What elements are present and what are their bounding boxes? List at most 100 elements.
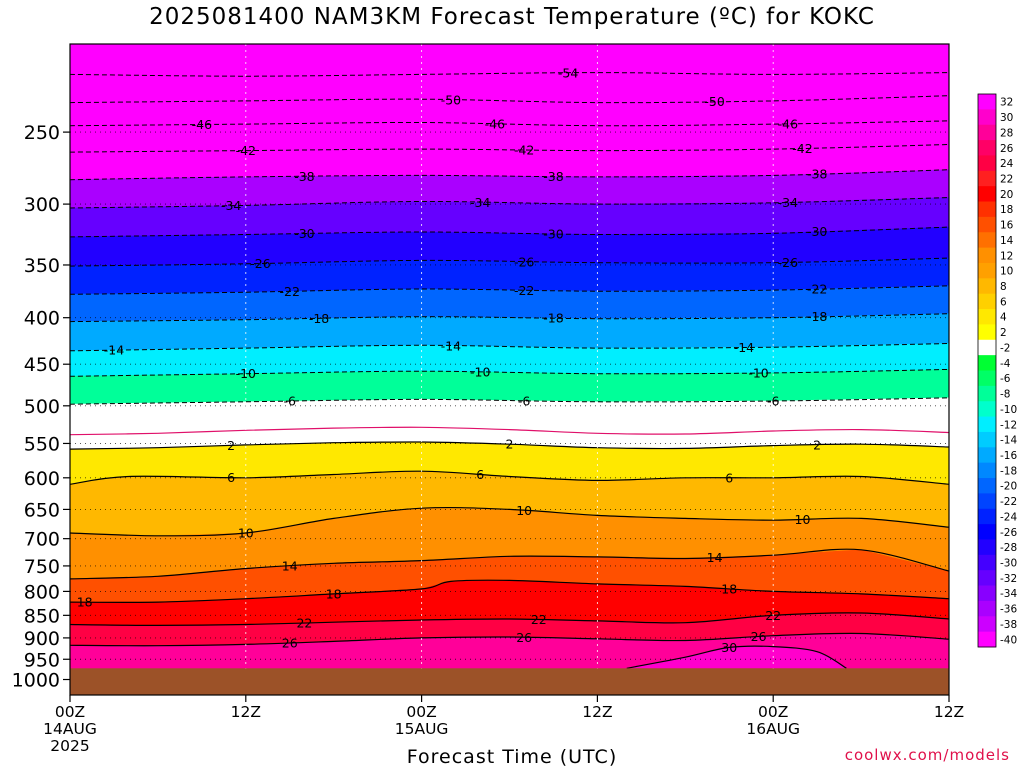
isotherm-label: -46 <box>192 117 212 132</box>
colorbar-label: 32 <box>1000 97 1013 109</box>
isotherm-label: -54 <box>558 65 578 80</box>
isotherm-label: -38 <box>543 169 563 184</box>
temperature-band <box>70 42 949 76</box>
y-tick-label: 800 <box>24 581 60 603</box>
isotherm-label: -14 <box>104 343 124 358</box>
isotherm-label: -6 <box>284 394 297 409</box>
colorbar-swatch <box>978 94 996 110</box>
colorbar-label: -14 <box>1000 435 1017 447</box>
isotherm-label: 10 <box>516 503 532 518</box>
isotherm-label: 22 <box>296 616 312 631</box>
x-tick-label: 12Z <box>231 703 261 721</box>
colorbar-label: 8 <box>1000 281 1007 293</box>
isotherm-label: -34 <box>778 195 798 210</box>
isotherm-label: -34 <box>221 198 241 213</box>
isotherm-label: 26 <box>751 629 767 644</box>
isotherm-label: -30 <box>807 224 827 239</box>
colorbar-swatch <box>978 232 996 248</box>
colorbar-label: -40 <box>1000 634 1017 646</box>
colorbar-swatch <box>978 493 996 509</box>
colorbar-label: 24 <box>1000 158 1014 170</box>
colorbar-swatch <box>978 202 996 218</box>
colorbar-label: 12 <box>1000 250 1013 262</box>
colorbar-swatch <box>978 463 996 479</box>
colorbar-label: 4 <box>1000 312 1007 324</box>
colorbar-label: 2 <box>1000 327 1007 339</box>
colorbar-swatch <box>978 125 996 141</box>
isotherm-label: -26 <box>514 254 534 269</box>
x-tick-label: 12Z <box>582 703 612 721</box>
colorbar-swatch <box>978 401 996 417</box>
isotherm-label: 2 <box>813 437 821 452</box>
isotherm-label: -14 <box>441 338 461 353</box>
colorbar-swatch <box>978 340 996 356</box>
isotherm-label: -34 <box>470 195 490 210</box>
colorbar-label: -26 <box>1000 527 1017 539</box>
isotherm-label: -30 <box>543 226 563 241</box>
colorbar-label: 18 <box>1000 204 1013 216</box>
colorbar-swatch <box>978 371 996 387</box>
isotherm-label: 14 <box>282 558 298 573</box>
colorbar-label: -6 <box>1000 373 1011 385</box>
colorbar-swatch <box>978 447 996 463</box>
colorbar-swatch <box>978 324 996 340</box>
isotherm-label: -22 <box>280 284 300 299</box>
x-tick-label: 00Z <box>406 703 436 721</box>
isotherm-label: 6 <box>227 470 235 485</box>
colorbar-label: -38 <box>1000 619 1017 631</box>
y-tick-label: 850 <box>24 605 60 627</box>
isotherm-label: -26 <box>778 255 798 270</box>
colorbar-label: -36 <box>1000 604 1017 616</box>
ground-below-surface <box>70 668 949 695</box>
colorbar-label: -34 <box>1000 588 1017 600</box>
isotherm-label: -50 <box>441 92 461 107</box>
colorbar-swatch <box>978 355 996 371</box>
isotherm-label: -6 <box>767 394 780 409</box>
x-tick-label: 12Z <box>934 703 964 721</box>
colorbar-swatch <box>978 278 996 294</box>
colorbar-label: -10 <box>1000 404 1017 416</box>
colorbar-swatch <box>978 432 996 448</box>
isotherm-label: 6 <box>476 467 484 482</box>
isotherm-label: -46 <box>485 116 505 131</box>
colorbar-label: -32 <box>1000 573 1017 585</box>
colorbar-label: -2 <box>1000 342 1010 354</box>
colorbar-swatch <box>978 171 996 187</box>
colorbar-swatch <box>978 417 996 433</box>
y-tick-label: 300 <box>24 194 60 216</box>
colorbar-swatch <box>978 263 996 279</box>
temperature-band <box>70 73 949 103</box>
isotherm-label: 18 <box>77 595 93 610</box>
y-tick-label: 450 <box>24 354 60 376</box>
isotherm-label: 10 <box>238 525 254 540</box>
isotherm-label: 30 <box>721 640 737 655</box>
isotherm-label: -18 <box>543 311 563 326</box>
colorbar-label: 30 <box>1000 112 1013 124</box>
colorbar-label: -28 <box>1000 542 1017 554</box>
isotherm-label: 26 <box>516 630 532 645</box>
isotherm-label: -10 <box>470 365 490 380</box>
colorbar-label: -8 <box>1000 389 1010 401</box>
isotherm-label: 10 <box>795 512 811 527</box>
isotherm-label: -18 <box>807 309 827 324</box>
isotherm-label: 18 <box>326 586 342 601</box>
colorbar-swatch <box>978 478 996 494</box>
isotherm-label: -6 <box>518 393 531 408</box>
colorbar-swatch <box>978 509 996 525</box>
y-tick-label: 500 <box>24 396 60 418</box>
colorbar-label: 28 <box>1000 127 1013 139</box>
isotherm-label: -26 <box>250 256 270 271</box>
isotherm-label: -42 <box>792 141 812 156</box>
isotherm-label: 2 <box>227 438 235 453</box>
y-tick-label: 650 <box>24 499 60 521</box>
colorbar-label: -22 <box>1000 496 1017 508</box>
credit-link[interactable]: coolwx.com/models <box>845 746 1010 764</box>
isotherm-label: 2 <box>506 437 514 452</box>
colorbar-swatch <box>978 632 996 648</box>
y-tick-label: 350 <box>24 255 60 277</box>
colorbar-label: 10 <box>1000 266 1013 278</box>
colorbar-label: 20 <box>1000 189 1013 201</box>
y-tick-label: 550 <box>24 433 60 455</box>
y-tick-label: 900 <box>24 628 60 650</box>
